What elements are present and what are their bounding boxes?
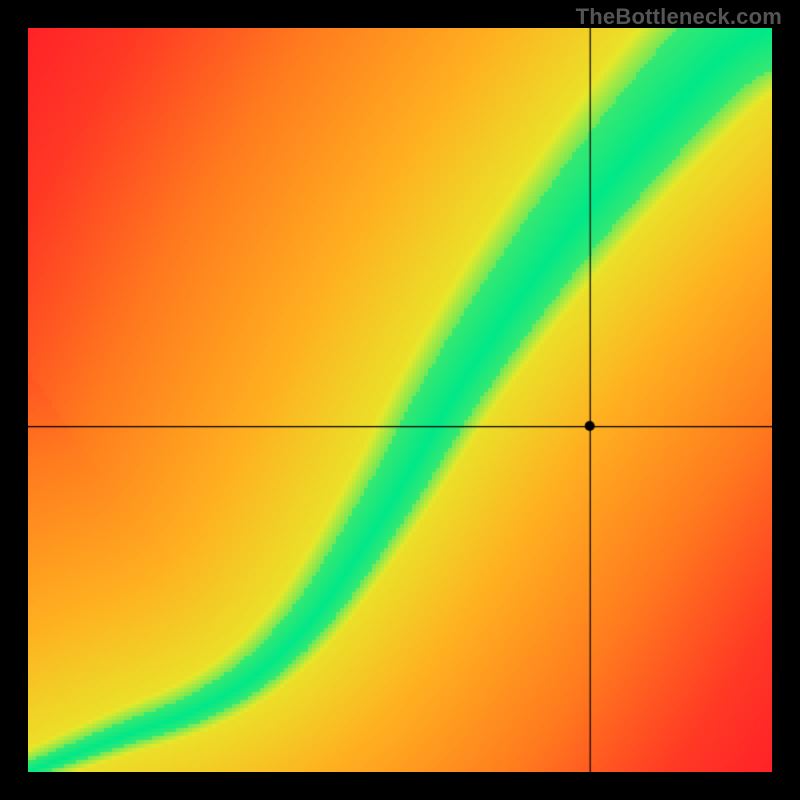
chart-container: { "watermark": { "text": "TheBottleneck.…	[0, 0, 800, 800]
watermark-text: TheBottleneck.com	[576, 4, 782, 30]
bottleneck-heatmap	[28, 28, 772, 772]
